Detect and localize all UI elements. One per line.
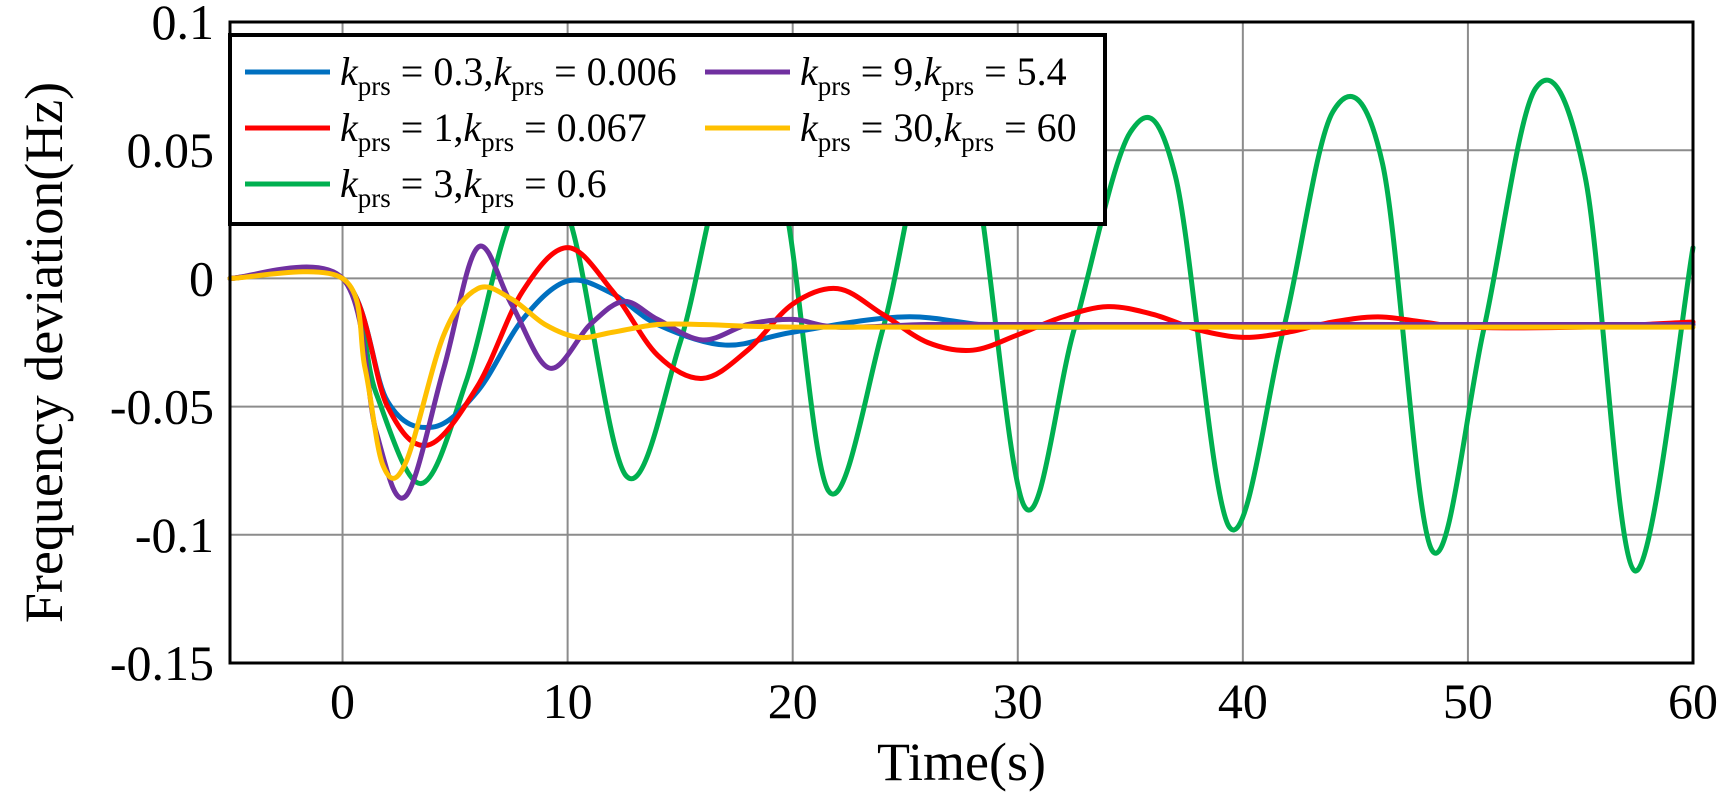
legend-entry: kprs = 30,kprs = 60 [800,105,1077,157]
x-tick-label: 0 [330,673,355,729]
legend-box [228,33,1107,226]
y-tick-label: 0.05 [127,122,215,178]
x-tick-label: 30 [993,673,1043,729]
y-tick-label: -0.15 [110,635,214,691]
y-axis-label: Frequency deviation(Hz) [14,82,74,623]
series-line [227,243,1696,501]
x-tick-label: 20 [768,673,818,729]
plot-frame [228,20,1695,665]
y-tick-label: -0.05 [110,379,214,435]
legend-entry: kprs = 9,kprs = 5.4 [800,49,1067,101]
y-tick-labels: 0.1 0.05 0 -0.05 -0.1 -0.15 [110,0,214,691]
legend-entry: kprs = 1,kprs = 0.067 [340,105,647,157]
x-tick-label: 60 [1668,673,1718,729]
x-tick-label: 50 [1443,673,1493,729]
x-tick-labels: 0 10 20 30 40 50 60 [330,673,1718,729]
x-axis-label: Time(s) [877,732,1046,792]
legend-entry: kprs = 0.3,kprs = 0.006 [340,49,677,101]
legend-entry: kprs = 3,kprs = 0.6 [340,161,607,213]
x-tick-label: 40 [1218,673,1268,729]
y-tick-label: 0 [189,250,214,306]
y-tick-label: -0.1 [135,507,214,563]
x-tick-label: 10 [543,673,593,729]
series-line [227,269,1696,481]
y-tick-label: 0.1 [152,0,215,50]
